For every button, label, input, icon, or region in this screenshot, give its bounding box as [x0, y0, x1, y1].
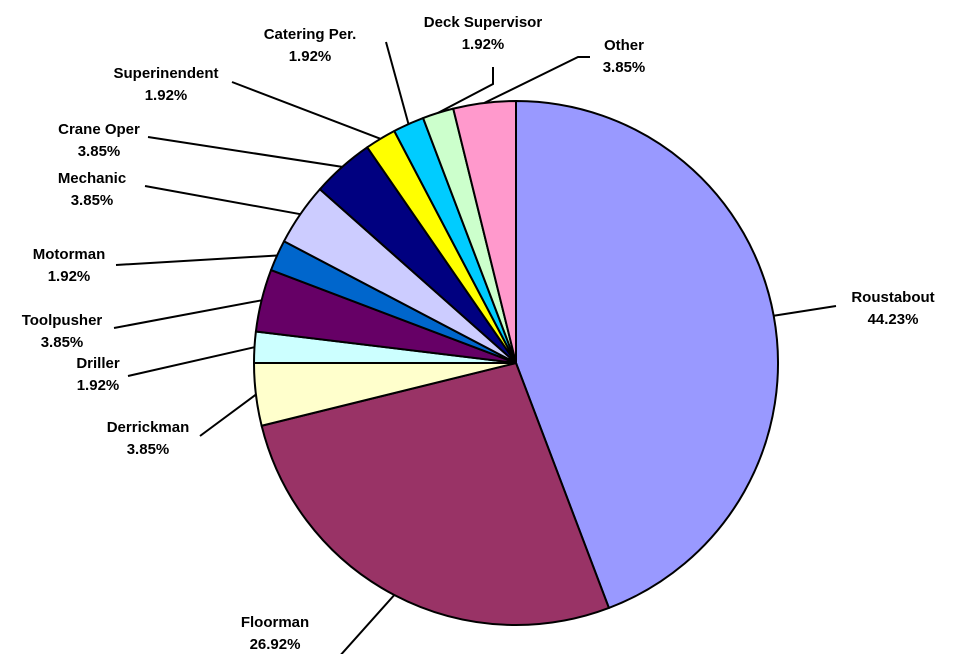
slice-label-percent: 3.85%: [41, 334, 84, 351]
slice-label-name: Other: [604, 37, 644, 54]
leader-line-superinendent: [231, 81, 381, 140]
leader-line-derrickman: [199, 393, 257, 437]
leader-line-motorman: [115, 254, 278, 266]
slice-labels: Roustabout 44.23% Floorman 26.92% Derrickman…: [22, 14, 935, 653]
leader-line-toolpusher: [113, 299, 262, 329]
slice-label-name: Roustabout: [851, 289, 934, 306]
pie-slices: [252, 100, 779, 626]
leader-line-floorman: [340, 594, 396, 654]
leader-line-catering-per: [385, 41, 410, 125]
slice-label-name: Toolpusher: [22, 312, 103, 329]
slice-label-name: Catering Per.: [264, 26, 357, 43]
slice-label-name: Motorman: [33, 246, 106, 263]
slice-label-name: Crane Oper: [58, 121, 140, 138]
slice-label-percent: 3.85%: [127, 441, 170, 458]
slice-label-percent: 3.85%: [71, 192, 114, 209]
slice-label-percent: 3.85%: [603, 59, 646, 76]
slice-label-name: Driller: [76, 355, 120, 372]
leader-line-crane-oper: [147, 136, 343, 168]
leader-line-other: [483, 56, 590, 104]
leader-line-driller: [127, 346, 255, 377]
pie-slice-floorman: [260, 362, 610, 626]
slice-label-percent: 3.85%: [78, 143, 121, 160]
slice-label-percent: 1.92%: [462, 36, 505, 53]
slice-label-percent: 1.92%: [289, 48, 332, 65]
leader-line-roustabout: [773, 305, 837, 317]
slice-label-percent: 1.92%: [145, 87, 188, 104]
leader-line-mechanic: [144, 185, 301, 216]
slice-label-name: Floorman: [241, 614, 309, 631]
slice-label-percent: 1.92%: [77, 377, 120, 394]
slice-label-percent: 26.92%: [250, 636, 301, 653]
leader-lines: [113, 41, 837, 654]
slice-label-name: Mechanic: [58, 170, 126, 187]
leader-line-deck-supervisor: [437, 67, 494, 114]
slice-label-name: Derrickman: [107, 419, 190, 436]
slice-label-percent: 44.23%: [868, 311, 919, 328]
slice-label-name: Deck Supervisor: [424, 14, 543, 31]
pie-slice-other: [452, 100, 517, 364]
slice-label-name: Superinendent: [113, 65, 218, 82]
slice-label-percent: 1.92%: [48, 268, 91, 285]
